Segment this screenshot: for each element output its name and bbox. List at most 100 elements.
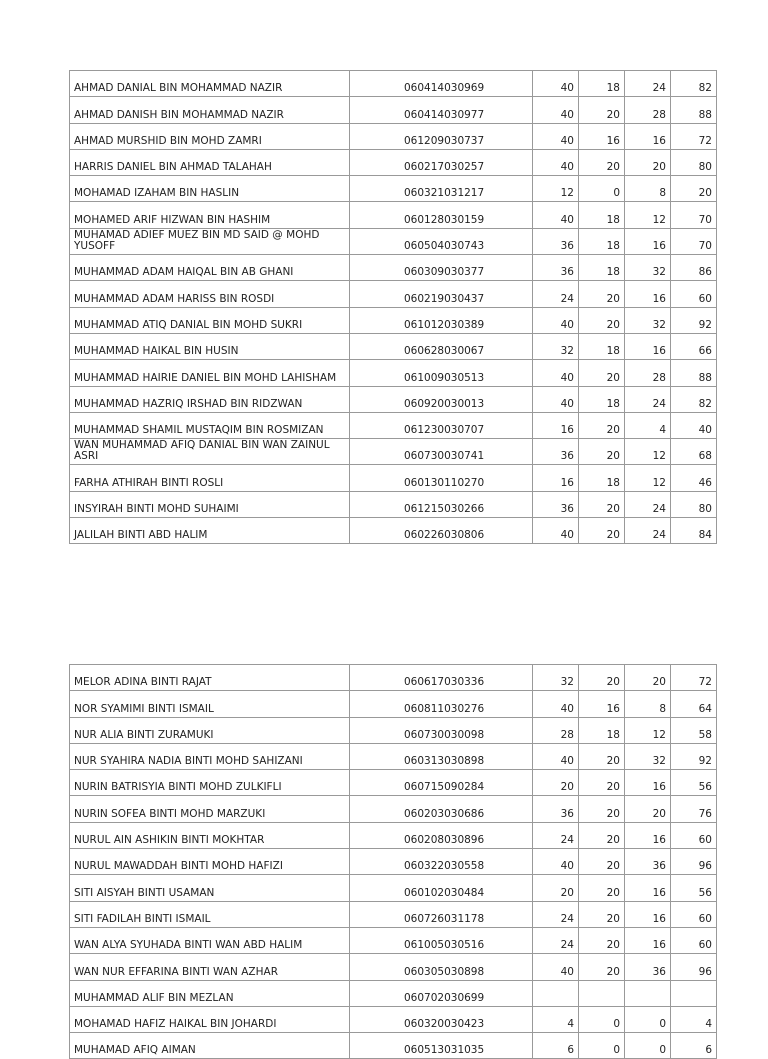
- score-1-cell: 32: [532, 332, 579, 361]
- student-name-cell: SITI FADILAH BINTI ISMAIL: [69, 900, 350, 928]
- table-row: WAN NUR EFFARINA BINTI WAN AZHAR 06030503…: [69, 953, 717, 981]
- score-2-cell: 0: [578, 175, 625, 203]
- score-1-cell: 24: [532, 821, 579, 850]
- student-name-cell: WAN NUR EFFARINA BINTI WAN AZHAR: [69, 953, 350, 981]
- score-2-cell: 18: [578, 254, 625, 282]
- ic-number-cell: 061012030389: [349, 306, 533, 334]
- score-3-cell: 32: [624, 254, 671, 282]
- ic-number-cell: 060730030098: [349, 716, 533, 744]
- score-1-cell: 40: [532, 953, 579, 981]
- ic-number-cell: 060305030898: [349, 953, 533, 981]
- total-score-cell: 96: [670, 953, 717, 981]
- table-row: NUR SYAHIRA NADIA BINTI MOHD SAHIZANI 060…: [69, 742, 717, 771]
- score-3-cell: 20: [624, 663, 671, 692]
- score-1-cell: 32: [532, 663, 579, 692]
- ic-number-cell: 060128030159: [349, 201, 533, 229]
- score-3-cell: 16: [624, 874, 671, 902]
- table-row: AHMAD DANISH BIN MOHAMMAD NAZIR 060414030…: [69, 96, 717, 124]
- score-1-cell: 40: [532, 385, 579, 413]
- table-row: MOHAMAD HAFIZ HAIKAL BIN JOHARDI 06032003…: [69, 1005, 717, 1034]
- ic-number-cell: 060513031035: [349, 1032, 533, 1059]
- score-3-cell: 12: [624, 201, 671, 229]
- score-2-cell: 18: [578, 227, 625, 256]
- student-name-cell: MUHAMAD ADIEF MUEZ BIN MD SAID @ MOHD YU…: [69, 227, 350, 256]
- score-2-cell: 20: [578, 411, 625, 440]
- score-2-cell: 20: [578, 306, 625, 334]
- student-name-cell: MUHAMMAD HAIRIE DANIEL BIN MOHD LAHISHAM: [69, 359, 350, 387]
- total-score-cell: 72: [670, 122, 717, 150]
- total-score-cell: 4: [670, 1005, 717, 1034]
- score-2-cell: 16: [578, 690, 625, 718]
- score-1-cell: 36: [532, 490, 579, 519]
- table-row: HARRIS DANIEL BIN AHMAD TALAHAH 060217030…: [69, 148, 717, 177]
- ic-number-cell: 060702030699: [349, 979, 533, 1007]
- score-1-cell: 4: [532, 1005, 579, 1034]
- table-row: MUHAMMAD ATIQ DANIAL BIN MOHD SUKRI 06101…: [69, 306, 717, 334]
- table-row: WAN ALYA SYUHADA BINTI WAN ABD HALIM 0610…: [69, 926, 717, 955]
- table-row: NURIN BATRISYIA BINTI MOHD ZULKIFLI 06071…: [69, 769, 717, 797]
- table-row: NURIN SOFEA BINTI MOHD MARZUKI 0602030306…: [69, 795, 717, 823]
- score-3-cell: 28: [624, 96, 671, 124]
- score-3-cell: 24: [624, 385, 671, 413]
- score-2-cell: 20: [578, 663, 625, 692]
- table-row: NOR SYAMIMI BINTI ISMAIL 060811030276 40 16…: [69, 690, 717, 718]
- score-1-cell: 40: [532, 690, 579, 718]
- score-1-cell: 6: [532, 1032, 579, 1059]
- score-2-cell: 18: [578, 464, 625, 492]
- total-score-cell: 40: [670, 411, 717, 440]
- score-1-cell: 36: [532, 227, 579, 256]
- score-3-cell: 4: [624, 411, 671, 440]
- score-1-cell: [532, 979, 579, 1007]
- total-score-cell: 68: [670, 438, 717, 466]
- total-score-cell: [670, 979, 717, 1007]
- table-row: NUR ALIA BINTI ZURAMUKI 060730030098 28 18 1…: [69, 716, 717, 744]
- score-2-cell: 20: [578, 821, 625, 850]
- score-1-cell: 24: [532, 280, 579, 308]
- table-row: MUHAMMAD HAZRIQ IRSHAD BIN RIDZWAN 060920…: [69, 385, 717, 413]
- score-3-cell: 36: [624, 953, 671, 981]
- ic-number-cell: 060219030437: [349, 280, 533, 308]
- score-1-cell: 40: [532, 122, 579, 150]
- student-name-cell: NUR ALIA BINTI ZURAMUKI: [69, 716, 350, 744]
- ic-number-cell: 060322030558: [349, 848, 533, 876]
- score-2-cell: 18: [578, 201, 625, 229]
- ic-number-cell: 060730030741: [349, 438, 533, 466]
- ic-number-cell: 061005030516: [349, 926, 533, 955]
- score-2-cell: 20: [578, 280, 625, 308]
- score-3-cell: 32: [624, 306, 671, 334]
- ic-number-cell: 060617030336: [349, 663, 533, 692]
- student-name-cell: MOHAMAD IZAHAM BIN HASLIN: [69, 175, 350, 203]
- score-3-cell: 16: [624, 332, 671, 361]
- score-1-cell: 12: [532, 175, 579, 203]
- ic-number-cell: 061209030737: [349, 122, 533, 150]
- total-score-cell: 92: [670, 742, 717, 771]
- score-2-cell: 18: [578, 69, 625, 98]
- total-score-cell: 92: [670, 306, 717, 334]
- total-score-cell: 72: [670, 663, 717, 692]
- score-2-cell: 20: [578, 926, 625, 955]
- student-name-cell: MUHAMMAD HAIKAL BIN HUSIN: [69, 332, 350, 361]
- score-1-cell: 36: [532, 254, 579, 282]
- score-2-cell: 20: [578, 769, 625, 797]
- total-score-cell: 56: [670, 769, 717, 797]
- score-3-cell: 16: [624, 227, 671, 256]
- score-3-cell: 0: [624, 1032, 671, 1059]
- score-2-cell: 20: [578, 96, 625, 124]
- total-score-cell: 66: [670, 332, 717, 361]
- ic-number-cell: 060628030067: [349, 332, 533, 361]
- score-3-cell: [624, 979, 671, 1007]
- student-name-cell: MUHAMMAD ADAM HAIQAL BIN AB GHANI: [69, 254, 350, 282]
- score-1-cell: 16: [532, 464, 579, 492]
- table-row: JALILAH BINTI ABD HALIM 060226030806 40 20 2…: [69, 517, 717, 545]
- total-score-cell: 82: [670, 385, 717, 413]
- ic-number-cell: 060920030013: [349, 385, 533, 413]
- student-name-cell: NURUL MAWADDAH BINTI MOHD HAFIZI: [69, 848, 350, 876]
- score-2-cell: 20: [578, 953, 625, 981]
- ic-number-cell: 060226030806: [349, 517, 533, 545]
- ic-number-cell: 060203030686: [349, 795, 533, 823]
- ic-number-cell: 060130110270: [349, 464, 533, 492]
- table-row: MUHAMMAD HAIRIE DANIEL BIN MOHD LAHISHAM…: [69, 359, 717, 387]
- student-name-cell: MOHAMAD HAFIZ HAIKAL BIN JOHARDI: [69, 1005, 350, 1034]
- table-row: AHMAD MURSHID BIN MOHD ZAMRI 061209030737…: [69, 122, 717, 150]
- student-name-cell: NUR SYAHIRA NADIA BINTI MOHD SAHIZANI: [69, 742, 350, 771]
